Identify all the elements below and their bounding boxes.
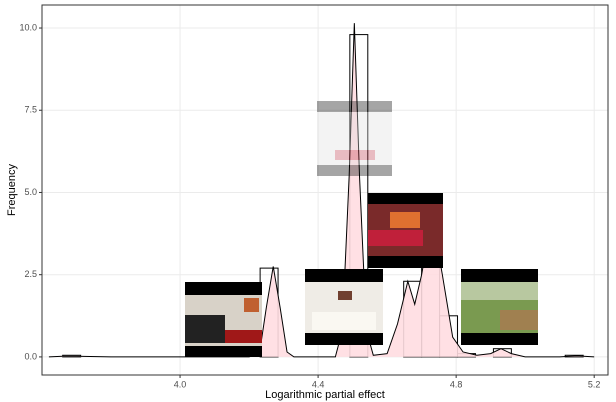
y-axis-label: Frequency [6, 164, 18, 216]
x-axis-label: Logarithmic partial effect [265, 389, 385, 401]
x-tick-label: 4.0 [174, 379, 187, 389]
photo [317, 101, 392, 176]
y-tick-label: 0.0 [24, 351, 37, 361]
photo [305, 269, 383, 345]
panel-border [41, 4, 609, 376]
y-tick-label: 5.0 [24, 187, 37, 197]
y-tick-label: 10.0 [19, 22, 37, 32]
marks [48, 23, 595, 358]
x-tick-label: 4.4 [312, 379, 325, 389]
photo [461, 269, 538, 345]
x-tick-label: 5.2 [588, 379, 601, 389]
y-tick-label: 2.5 [24, 269, 37, 279]
density-line [48, 23, 595, 358]
x-tick-label: 4.8 [450, 379, 463, 389]
image-overlays [185, 101, 538, 357]
photo [185, 282, 262, 357]
photo [368, 193, 443, 268]
y-tick-label: 7.5 [24, 105, 37, 115]
